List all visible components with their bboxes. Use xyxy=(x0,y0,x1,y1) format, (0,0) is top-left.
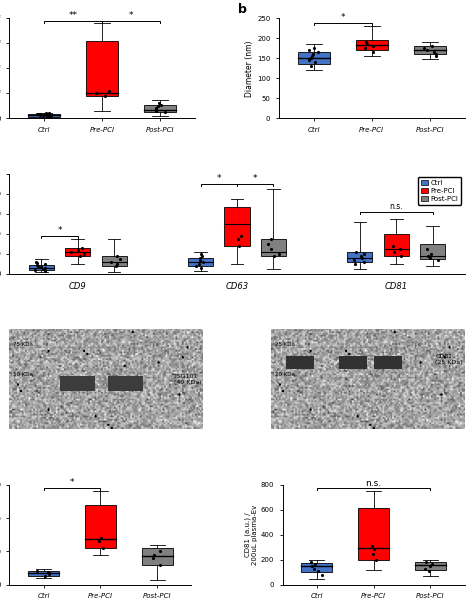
Text: **: ** xyxy=(69,11,78,20)
FancyBboxPatch shape xyxy=(28,114,60,117)
Text: *: * xyxy=(253,174,257,183)
Text: 75 KDa: 75 KDa xyxy=(13,342,33,347)
FancyBboxPatch shape xyxy=(145,104,176,112)
Text: CD81
(25 KDa): CD81 (25 KDa) xyxy=(436,354,463,365)
FancyBboxPatch shape xyxy=(420,244,445,259)
Legend: Ctrl, Pre-PCI, Post-PCI: Ctrl, Pre-PCI, Post-PCI xyxy=(418,177,461,205)
Text: n.s.: n.s. xyxy=(365,479,382,488)
Text: *: * xyxy=(57,226,62,235)
Text: b: b xyxy=(238,3,247,16)
FancyBboxPatch shape xyxy=(101,256,127,266)
Y-axis label: Diameter (nm): Diameter (nm) xyxy=(245,40,254,96)
FancyBboxPatch shape xyxy=(188,258,213,266)
Text: 25 KDa: 25 KDa xyxy=(275,342,295,347)
Y-axis label: CD81 (a.u.) /
200uL plasma-Ev: CD81 (a.u.) / 200uL plasma-Ev xyxy=(245,505,258,565)
FancyBboxPatch shape xyxy=(298,52,329,65)
FancyBboxPatch shape xyxy=(356,40,388,50)
FancyBboxPatch shape xyxy=(65,248,90,256)
Text: 20 KDa: 20 KDa xyxy=(275,371,295,377)
FancyBboxPatch shape xyxy=(85,505,116,548)
FancyBboxPatch shape xyxy=(301,563,332,572)
Text: *: * xyxy=(129,11,134,20)
FancyBboxPatch shape xyxy=(384,234,409,256)
Text: TSG101
(49 KDa): TSG101 (49 KDa) xyxy=(174,374,202,385)
FancyBboxPatch shape xyxy=(142,548,173,565)
Text: *: * xyxy=(70,478,74,487)
Text: *: * xyxy=(340,13,345,22)
FancyBboxPatch shape xyxy=(414,46,446,54)
FancyBboxPatch shape xyxy=(358,508,389,560)
FancyBboxPatch shape xyxy=(415,562,446,570)
Text: n.s.: n.s. xyxy=(390,202,403,211)
FancyBboxPatch shape xyxy=(28,571,59,576)
Text: CD63: CD63 xyxy=(226,282,248,291)
FancyBboxPatch shape xyxy=(29,265,54,270)
Text: *: * xyxy=(217,174,221,183)
Text: 50 KDa: 50 KDa xyxy=(13,371,33,377)
FancyBboxPatch shape xyxy=(225,207,249,246)
Text: CD81: CD81 xyxy=(385,282,408,291)
FancyBboxPatch shape xyxy=(86,40,118,96)
Text: CD9: CD9 xyxy=(69,282,87,291)
FancyBboxPatch shape xyxy=(347,252,373,262)
FancyBboxPatch shape xyxy=(261,239,286,256)
